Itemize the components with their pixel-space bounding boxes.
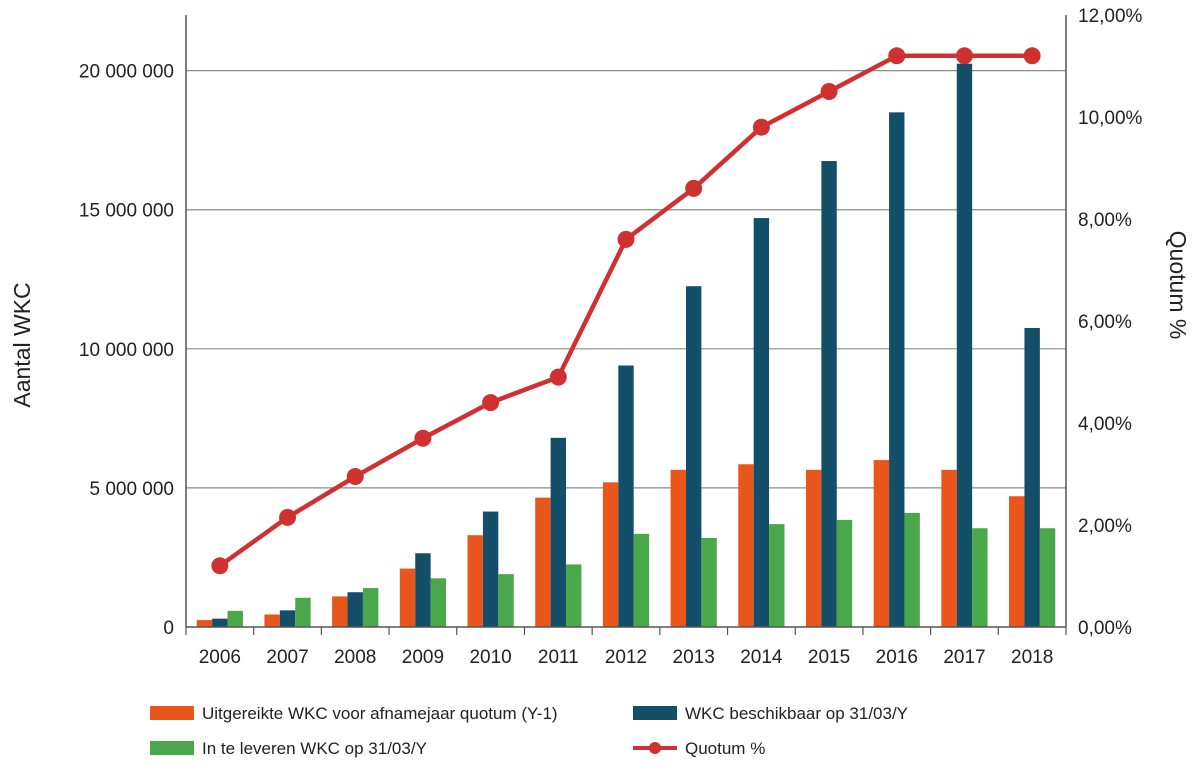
legend-swatch (633, 706, 677, 720)
x-tick-label: 2016 (876, 647, 918, 668)
bar-uitgereikt (264, 614, 280, 627)
x-tick-label: 2017 (943, 647, 985, 668)
bar-in-te-leveren (362, 588, 379, 627)
bar-uitgereikt (332, 596, 348, 627)
legend-marker (649, 742, 661, 754)
y2-tick-label: 0,00% (1078, 618, 1132, 639)
x-tick-label: 2013 (673, 647, 715, 668)
x-tick-label: 2006 (199, 647, 241, 668)
y-tick-label: 0 (163, 618, 174, 639)
bar-in-te-leveren (498, 574, 514, 627)
y-tick-label: 15 000 000 (79, 201, 174, 222)
bar-uitgereikt (941, 469, 957, 627)
x-tick-label: 2007 (266, 647, 308, 668)
bar-beschikbaar (821, 161, 837, 627)
bar-uitgereikt (196, 620, 213, 627)
quotum-point (888, 47, 906, 65)
bar-beschikbaar (279, 610, 296, 627)
y-tick-label: 5 000 000 (89, 479, 174, 500)
y2-tick-label: 8,00% (1078, 210, 1132, 231)
bar-uitgereikt (670, 469, 686, 627)
bar-in-te-leveren (904, 512, 920, 627)
bar-uitgereikt (602, 482, 619, 627)
bar-uitgereikt (467, 535, 483, 627)
bar-uitgereikt (399, 568, 416, 627)
bar-beschikbaar (685, 286, 702, 627)
legend-label: Uitgereikte WKC voor afnamejaar quotum (… (202, 704, 558, 723)
bar-uitgereikt (805, 469, 822, 627)
x-tick-label: 2010 (469, 647, 511, 668)
bar-in-te-leveren (701, 537, 717, 627)
tick-labels: 0 5 000 000 10 000 000 15 000 000 20 000 000… (79, 6, 1143, 668)
quotum-point (955, 47, 973, 65)
bar-beschikbaar (753, 218, 770, 627)
x-tick-label: 2009 (402, 647, 444, 668)
bar-uitgereikt (873, 460, 890, 627)
legend: Uitgereikte WKC voor afnamejaar quotum (… (150, 704, 908, 758)
x-tick-label: 2008 (334, 647, 376, 668)
y-tick-label: 10 000 000 (79, 340, 174, 361)
bar-beschikbaar (482, 511, 499, 627)
bar-uitgereikt (738, 464, 754, 627)
quotum-line (211, 47, 1041, 575)
legend-label: In te leveren WKC op 31/03/Y (202, 739, 427, 758)
quotum-point (346, 468, 364, 486)
quotum-point (279, 508, 297, 526)
quotum-point (549, 368, 567, 386)
bar-beschikbaar (347, 592, 363, 627)
bar-in-te-leveren (566, 564, 582, 627)
y-axis-title: Aantal WKC (9, 282, 35, 407)
x-tick-label: 2014 (740, 647, 783, 668)
bars (196, 63, 1056, 627)
y2-tick-label: 6,00% (1078, 312, 1132, 333)
y2-tick-label: 12,00% (1078, 6, 1143, 27)
quotum-point (414, 429, 432, 447)
bar-in-te-leveren (769, 524, 785, 627)
quotum-point (820, 83, 838, 100)
x-tick-label: 2018 (1011, 647, 1053, 668)
bar-in-te-leveren (972, 528, 988, 627)
y-tick-label: 20 000 000 (79, 62, 174, 83)
quotum-point (1023, 47, 1041, 65)
quotum-point (211, 557, 229, 575)
bar-in-te-leveren (430, 578, 447, 627)
quotum-point (685, 179, 703, 197)
quotum-point (617, 230, 635, 248)
quotum-point (752, 118, 770, 136)
y2-tick-label: 4,00% (1078, 414, 1132, 435)
y2-tick-label: 10,00% (1078, 108, 1143, 129)
bar-in-te-leveren (633, 533, 650, 627)
x-tick-label: 2011 (538, 647, 579, 668)
legend-swatch (150, 741, 194, 755)
y2-tick-label: 2,00% (1078, 516, 1132, 537)
bar-beschikbaar (415, 553, 431, 627)
bar-beschikbaar (956, 63, 973, 627)
legend-label: Quotum % (685, 739, 765, 758)
bar-uitgereikt (535, 497, 551, 627)
bar-uitgereikt (1009, 496, 1025, 627)
legend-swatch (150, 706, 194, 720)
x-tick-label: 2015 (808, 647, 850, 668)
bar-in-te-leveren (1039, 528, 1056, 627)
bar-beschikbaar (618, 365, 634, 627)
legend-label: WKC beschikbaar op 31/03/Y (685, 704, 908, 723)
axes (185, 15, 1067, 628)
bar-in-te-leveren (295, 597, 311, 627)
x-tick-label: 2012 (605, 647, 647, 668)
bar-beschikbaar (212, 618, 228, 627)
bar-beschikbaar (1024, 327, 1040, 627)
y2-axis-title: Quotum % (1165, 231, 1191, 340)
quotum-point (482, 394, 500, 412)
bar-beschikbaar (889, 112, 905, 627)
bar-beschikbaar (550, 437, 567, 627)
bar-in-te-leveren (227, 610, 243, 627)
bar-in-te-leveren (836, 519, 853, 627)
